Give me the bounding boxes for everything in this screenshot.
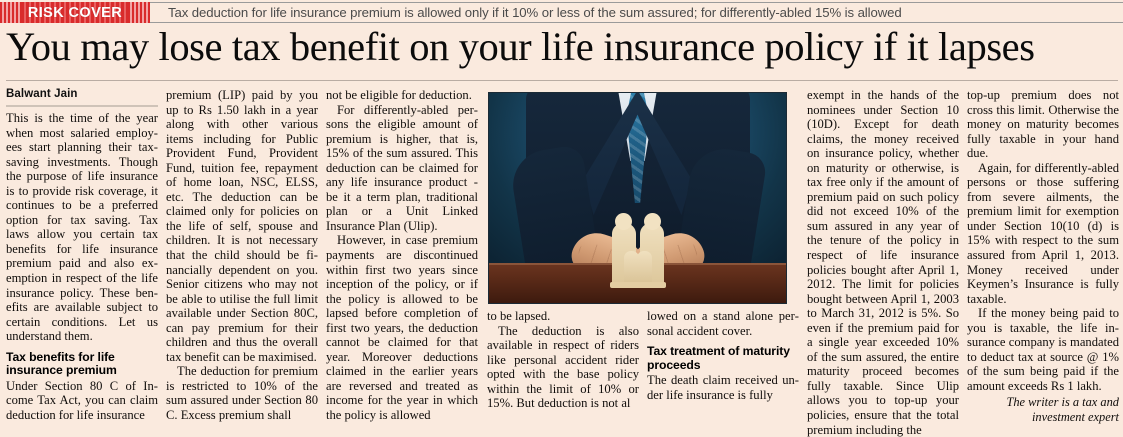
paragraph: For differently-abled per­sons the eligi…: [326, 102, 478, 233]
paragraph: top-up premium does not cross this limit…: [967, 88, 1119, 161]
figurine-head-right: [643, 213, 661, 230]
risk-cover-badge-label: RISK COVER: [27, 4, 123, 21]
column-7: top-up premium does not cross this limit…: [967, 88, 1119, 424]
paragraph: The deduction for premi­um is restricted…: [166, 364, 318, 423]
suit-torso: [507, 93, 768, 290]
article-page: RISK COVER Tax deduction for life insura…: [0, 0, 1123, 406]
article-columns: Balwant Jain This is the time of the yea…: [6, 88, 1119, 437]
paragraph: The deduction is also available in respe…: [487, 323, 639, 411]
paragraph: The death claim received un­der life ins…: [647, 373, 799, 402]
risk-cover-badge: RISK COVER: [0, 2, 150, 23]
figurine-base: [609, 282, 666, 288]
kicker-text-container: Tax deduction for life insurance premium…: [150, 2, 1123, 23]
column-5: lowed on a stand alone per­sonal acciden…: [647, 309, 799, 402]
author-byline: Balwant Jain: [6, 88, 78, 100]
paragraph: premium (LIP) paid by you up to Rs 1.50 …: [166, 88, 318, 364]
paragraph: Again, for differently-abled persons or …: [967, 160, 1119, 306]
column-3: not be eligible for deduction. For diffe…: [326, 88, 478, 423]
column-1: Balwant Jain This is the time of the yea…: [6, 88, 158, 423]
paragraph: lowed on a stand alone per­sonal acciden…: [647, 309, 799, 338]
section-subheading: Tax treatment of maturity proceeds: [647, 344, 790, 372]
kicker-bar: RISK COVER Tax deduction for life insura…: [0, 2, 1123, 23]
kicker-standfirst: Tax deduction for life insurance premium…: [168, 5, 902, 20]
author-signoff: The writer is a tax and investment exper…: [1006, 395, 1119, 424]
column-6: exempt in the hands of the nominees unde…: [807, 88, 959, 437]
risk-cover-badge-inner: RISK COVER: [21, 2, 129, 23]
figurine-child-right: [636, 251, 652, 285]
headline-divider: [6, 80, 1118, 81]
paragraph: not be eligible for deduction.: [326, 88, 472, 102]
byline-divider: [6, 105, 158, 107]
family-figurine: [609, 213, 666, 288]
figurine-child-left: [623, 251, 639, 285]
column-2: premium (LIP) paid by you up to Rs 1.50 …: [166, 88, 318, 423]
paragraph: However, in case premi­um payments are d…: [326, 233, 478, 423]
page-title: You may lose tax benefit on your life in…: [6, 24, 1035, 69]
article-photo: [488, 92, 787, 304]
paragraph: If the money being paid to you is taxabl…: [967, 306, 1119, 393]
paragraph: This is the time of the year when most s…: [6, 111, 158, 344]
paragraph: to be lapsed.: [487, 309, 551, 323]
paragraph: exempt in the hands of the nominees unde…: [807, 88, 959, 437]
section-subheading: Tax benefits for life insurance premium: [6, 349, 117, 378]
column-4: to be lapsed. The deduction is also avai…: [487, 309, 639, 411]
paragraph: Under Section 80 C of In­come Tax Act, y…: [6, 378, 158, 423]
figurine-head-left: [614, 213, 632, 230]
